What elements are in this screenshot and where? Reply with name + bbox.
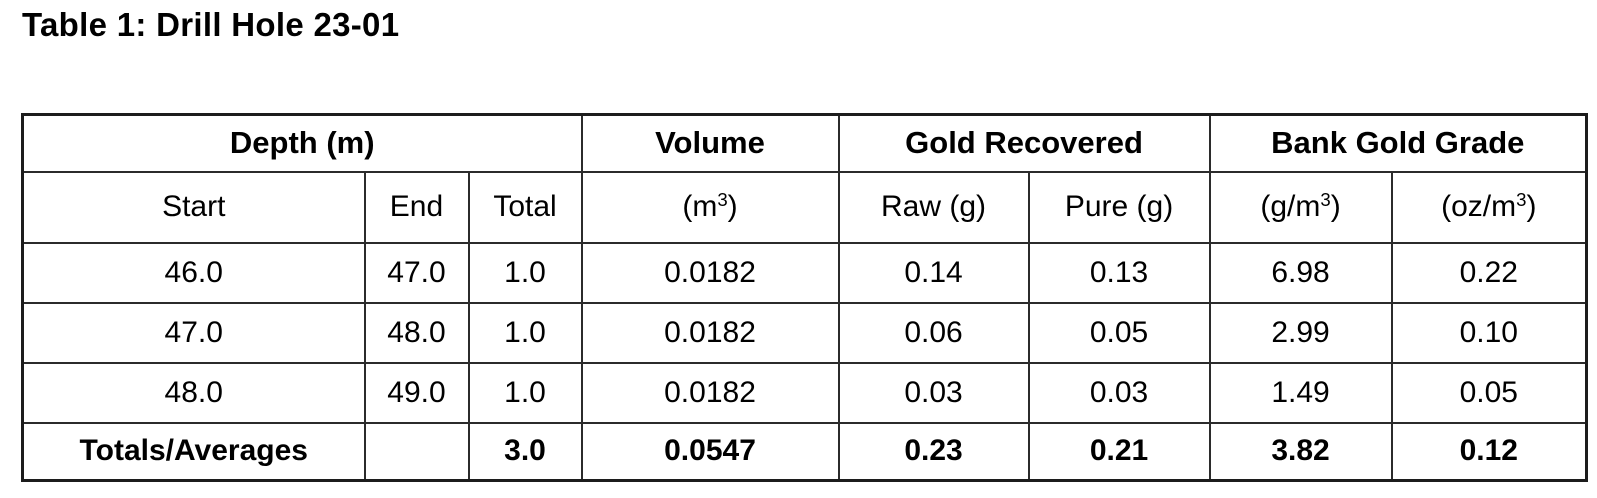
cell-grade-oz: 0.10 (1390, 301, 1588, 364)
cell-grade-oz: 0.22 (1390, 241, 1588, 304)
column-header-start: Start (21, 170, 366, 244)
column-header-grade-oz-m3: (oz/m3) (1390, 170, 1588, 244)
unit-text: ) (1526, 190, 1537, 223)
cell-total: 3.0 (467, 421, 583, 482)
column-header-raw-g: Raw (g) (837, 170, 1030, 244)
cell-pure: 0.05 (1027, 301, 1211, 364)
totals-row: Totals/Averages 3.0 0.0547 0.23 0.21 3.8… (21, 421, 1588, 482)
unit-superscript: 3 (1516, 188, 1527, 210)
cell-raw: 0.03 (837, 361, 1030, 424)
cell-grade-g: 3.82 (1208, 421, 1393, 482)
cell-start: 47.0 (21, 301, 366, 364)
column-group-volume: Volume (580, 113, 840, 173)
column-header-grade-g-m3: (g/m3) (1208, 170, 1393, 244)
cell-grade-oz: 0.12 (1390, 421, 1588, 482)
column-header-total: Total (467, 170, 583, 244)
cell-grade-g: 1.49 (1208, 361, 1393, 424)
cell-grade-g: 6.98 (1208, 241, 1393, 304)
unit-text: ) (1330, 190, 1341, 223)
cell-end: 47.0 (363, 241, 470, 304)
cell-end: 49.0 (363, 361, 470, 424)
cell-volume: 0.0182 (580, 241, 840, 304)
column-group-depth: Depth (m) (21, 113, 583, 173)
cell-volume: 0.0182 (580, 301, 840, 364)
unit-superscript: 3 (717, 188, 728, 210)
table-row-2: 47.0 48.0 1.0 0.0182 0.06 0.05 2.99 0.10 (21, 301, 1588, 364)
cell-start: 46.0 (21, 241, 366, 304)
cell-raw: 0.14 (837, 241, 1030, 304)
cell-total: 1.0 (467, 241, 583, 304)
cell-total: 1.0 (467, 361, 583, 424)
unit-superscript: 3 (1320, 188, 1331, 210)
table-row-3: 48.0 49.0 1.0 0.0182 0.03 0.03 1.49 0.05 (21, 361, 1588, 424)
unit-text: ) (727, 190, 738, 223)
cell-pure: 0.21 (1027, 421, 1211, 482)
table-subheader-row: Start End Total (m3) Raw (g) Pure (g) (g… (21, 170, 1588, 244)
cell-raw: 0.23 (837, 421, 1030, 482)
table-row-1: 46.0 47.0 1.0 0.0182 0.14 0.13 6.98 0.22 (21, 241, 1588, 304)
cell-pure: 0.03 (1027, 361, 1211, 424)
cell-volume: 0.0182 (580, 361, 840, 424)
cell-raw: 0.06 (837, 301, 1030, 364)
cell-end: 48.0 (363, 301, 470, 364)
cell-total: 1.0 (467, 301, 583, 364)
cell-grade-g: 2.99 (1208, 301, 1393, 364)
cell-end (363, 421, 470, 482)
column-header-end: End (363, 170, 470, 244)
unit-text: (g/m (1260, 190, 1321, 223)
unit-text: (m (682, 190, 718, 223)
column-header-volume-m3: (m3) (580, 170, 840, 244)
page-title: Table 1: Drill Hole 23-01 (22, 6, 400, 43)
cell-start: 48.0 (21, 361, 366, 424)
column-group-bank-gold-grade: Bank Gold Grade (1208, 113, 1588, 173)
cell-volume: 0.0547 (580, 421, 840, 482)
table-group-header-row: Depth (m) Volume Gold Recovered Bank Gol… (21, 113, 1588, 173)
drill-hole-table: Depth (m) Volume Gold Recovered Bank Gol… (21, 113, 1589, 482)
cell-pure: 0.13 (1027, 241, 1211, 304)
unit-text: (oz/m (1441, 190, 1517, 223)
column-header-pure-g: Pure (g) (1027, 170, 1211, 244)
cell-grade-oz: 0.05 (1390, 361, 1588, 424)
totals-label: Totals/Averages (21, 421, 366, 482)
column-group-gold-recovered: Gold Recovered (837, 113, 1211, 173)
